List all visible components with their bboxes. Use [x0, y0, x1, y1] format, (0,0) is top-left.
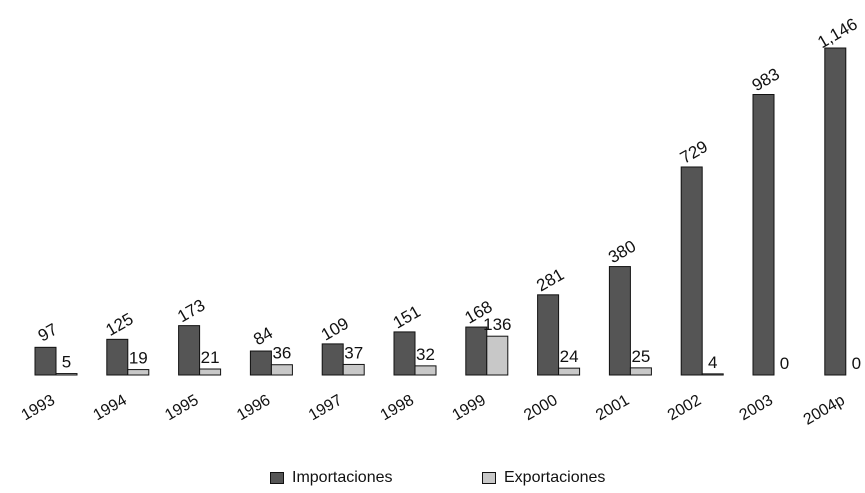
bar-exportaciones-2001 — [629, 367, 652, 376]
value-label-exportaciones-1993: 5 — [62, 353, 71, 372]
bar-importaciones-1994 — [106, 338, 129, 376]
legend-swatch-exports — [482, 472, 496, 484]
value-label-exportaciones-1998: 32 — [416, 345, 435, 364]
bar-importaciones-2001 — [608, 266, 631, 376]
category-tick-2000: 2000 — [521, 392, 560, 425]
value-label-importaciones-2001: 380 — [605, 236, 639, 267]
category-tick-2003: 2003 — [737, 392, 776, 425]
bar-exportaciones-1993 — [55, 373, 78, 376]
legend: Importaciones Exportaciones — [0, 469, 865, 491]
bar-importaciones-2003 — [752, 94, 775, 376]
category-tick-2004p: 2004p — [801, 392, 848, 429]
category-tick-2002: 2002 — [665, 392, 704, 425]
category-tick-1996: 1996 — [234, 392, 273, 425]
value-label-exportaciones-2002: 4 — [708, 353, 717, 372]
value-label-importaciones-2004p: 1,146 — [814, 14, 860, 52]
bar-importaciones-1993 — [34, 346, 57, 376]
category-tick-2001: 2001 — [593, 392, 632, 425]
legend-item-imports: Importaciones — [270, 469, 393, 487]
bar-importaciones-1999 — [465, 326, 488, 376]
value-label-exportaciones-2001: 25 — [631, 347, 650, 366]
category-tick-1994: 1994 — [90, 392, 129, 425]
value-label-importaciones-1993: 97 — [35, 320, 61, 346]
value-label-importaciones-1997: 109 — [318, 314, 352, 345]
value-label-exportaciones-1995: 21 — [201, 348, 220, 367]
legend-swatch-imports — [270, 472, 284, 484]
value-label-exportaciones-1999: 136 — [483, 315, 511, 334]
category-ticks-group: 1993 1994 1995 1996 1997 1998 1999 2000 2001 2002… — [19, 392, 848, 429]
value-label-exportaciones-1996: 36 — [272, 344, 291, 363]
legend-label-exports: Exportaciones — [504, 469, 606, 486]
value-label-importaciones-2000: 281 — [533, 265, 567, 296]
legend-item-exports: Exportaciones — [482, 469, 605, 487]
bar-exportaciones-1998 — [414, 365, 437, 376]
category-tick-1999: 1999 — [449, 392, 488, 425]
value-label-exportaciones-2004p: 0 — [852, 354, 861, 373]
value-label-importaciones-1994: 125 — [103, 309, 137, 340]
value-label-exportaciones-2003: 0 — [780, 354, 789, 373]
bar-importaciones-1995 — [178, 325, 201, 376]
value-label-importaciones-2002: 729 — [677, 137, 711, 168]
bar-exportaciones-2002 — [701, 373, 724, 376]
value-label-importaciones-2003: 983 — [749, 64, 783, 95]
bar-exportaciones-1997 — [342, 363, 365, 376]
bar-importaciones-2004p — [824, 47, 847, 376]
bar-importaciones-2000 — [537, 294, 560, 376]
value-label-importaciones-1998: 151 — [390, 302, 424, 333]
legend-label-imports: Importaciones — [292, 469, 393, 486]
value-label-importaciones-1995: 173 — [174, 296, 208, 327]
bar-importaciones-2002 — [680, 166, 703, 376]
bar-exportaciones-1996 — [270, 364, 293, 376]
value-label-exportaciones-1997: 37 — [344, 343, 363, 362]
category-tick-1998: 1998 — [378, 392, 417, 425]
bar-importaciones-1996 — [249, 350, 272, 376]
bar-exportaciones-1999 — [486, 335, 509, 376]
category-tick-1993: 1993 — [19, 392, 58, 425]
bar-importaciones-1998 — [393, 331, 416, 376]
category-tick-1995: 1995 — [162, 392, 201, 425]
bars-group — [34, 47, 847, 376]
value-label-exportaciones-1994: 19 — [129, 349, 148, 368]
value-labels-group: 9751251917321843610937151321681362812438… — [35, 14, 861, 373]
value-label-exportaciones-2000: 24 — [560, 347, 579, 366]
bar-importaciones-1997 — [321, 343, 344, 376]
bar-exportaciones-1995 — [199, 368, 222, 376]
bar-exportaciones-2000 — [558, 367, 581, 376]
bar-exportaciones-1994 — [127, 369, 150, 376]
bar-chart: 9751251917321843610937151321681362812438… — [19, 14, 861, 429]
category-tick-1997: 1997 — [306, 392, 345, 425]
